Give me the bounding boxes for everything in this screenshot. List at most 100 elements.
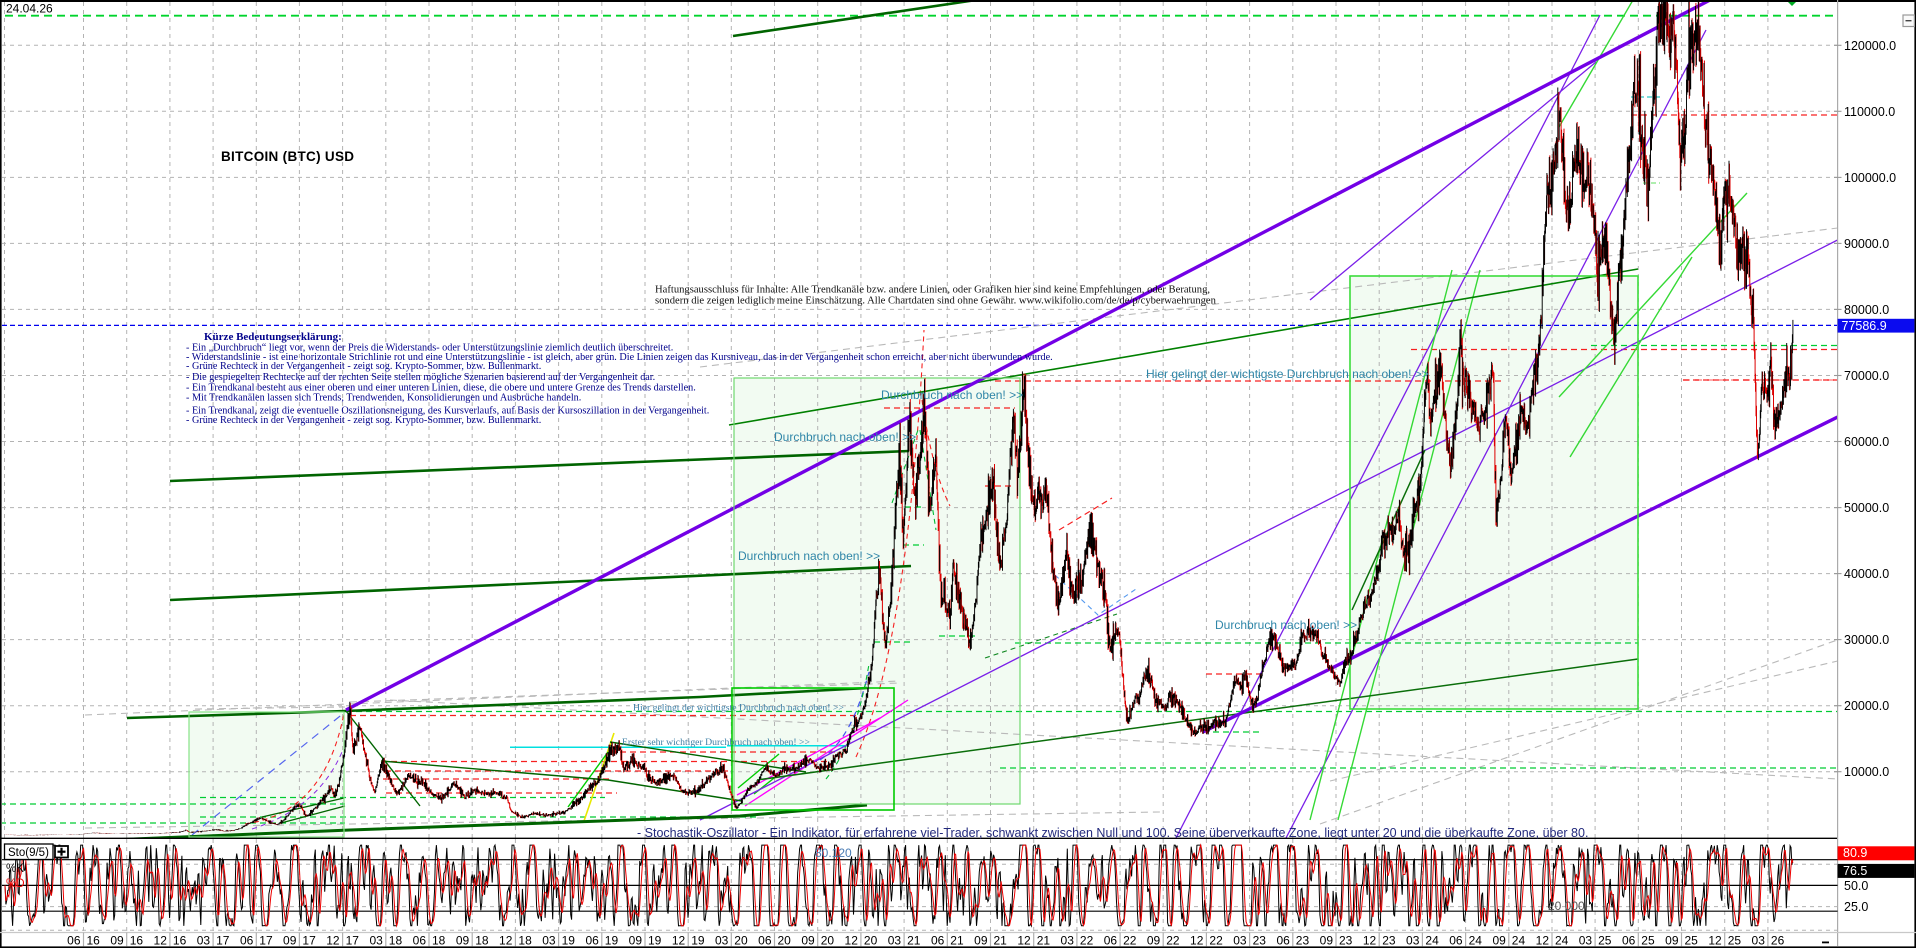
svg-text:120000.0: 120000.0 xyxy=(1844,39,1896,53)
svg-text:80.9: 80.9 xyxy=(1843,846,1867,860)
svg-text:12: 12 xyxy=(326,934,340,948)
svg-text:06: 06 xyxy=(1622,934,1636,948)
svg-text:19: 19 xyxy=(648,934,662,948)
svg-text:BITCOIN (BTC) USD: BITCOIN (BTC) USD xyxy=(221,149,354,164)
svg-text:17: 17 xyxy=(216,934,230,948)
svg-text:- Stochastik-Oszillator - Ein: - Stochastik-Oszillator - Ein Indikator,… xyxy=(637,826,1588,840)
svg-text:17: 17 xyxy=(259,934,273,948)
svg-text:50000.0: 50000.0 xyxy=(1844,501,1889,515)
svg-text:12: 12 xyxy=(499,934,513,948)
svg-text:09: 09 xyxy=(629,934,643,948)
svg-text:24: 24 xyxy=(1512,934,1526,948)
svg-text:24: 24 xyxy=(1469,934,1483,948)
svg-text:20000.0: 20000.0 xyxy=(1844,699,1889,713)
svg-text:06: 06 xyxy=(585,934,599,948)
svg-text:12: 12 xyxy=(1190,934,1204,948)
svg-text:Sto(9/5): Sto(9/5) xyxy=(8,847,49,859)
svg-text:- Grüne Rechteck in der Vergan: - Grüne Rechteck in der Vergangenheit - … xyxy=(186,415,541,426)
svg-text:%K: %K xyxy=(6,863,24,875)
svg-text:90000.0: 90000.0 xyxy=(1844,237,1889,251)
svg-text:09: 09 xyxy=(1320,934,1334,948)
svg-text:09: 09 xyxy=(1492,934,1506,948)
svg-text:18: 18 xyxy=(475,934,489,948)
svg-text:23: 23 xyxy=(1253,934,1267,948)
svg-text:09: 09 xyxy=(1665,934,1679,948)
svg-text:22: 22 xyxy=(1080,934,1094,948)
svg-text:20: 20 xyxy=(864,934,878,948)
svg-text:03: 03 xyxy=(1579,934,1593,948)
svg-text:50.0: 50.0 xyxy=(1844,879,1868,893)
svg-text:25.0: 25.0 xyxy=(1844,900,1868,914)
svg-text:16: 16 xyxy=(173,934,187,948)
svg-text:70000.0: 70000.0 xyxy=(1844,369,1889,383)
svg-text:60000.0: 60000.0 xyxy=(1844,435,1889,449)
svg-text:10000.0: 10000.0 xyxy=(1844,765,1889,779)
svg-text:- Ein Trendkanal, zeigt die ev: - Ein Trendkanal, zeigt die eventuelle O… xyxy=(186,406,709,417)
svg-text:20: 20 xyxy=(821,934,835,948)
svg-text:23: 23 xyxy=(1382,934,1396,948)
svg-text:22: 22 xyxy=(1123,934,1137,948)
svg-text:12: 12 xyxy=(672,934,686,948)
svg-text:25: 25 xyxy=(1685,934,1699,948)
svg-text:03: 03 xyxy=(197,934,211,948)
svg-text:77586.9: 77586.9 xyxy=(1842,319,1887,333)
svg-text:100000.0: 100000.0 xyxy=(1844,171,1896,185)
svg-text:25: 25 xyxy=(1728,934,1742,948)
svg-text:Durchbruch nach oben! >>: Durchbruch nach oben! >> xyxy=(881,388,1023,402)
svg-text:09: 09 xyxy=(456,934,470,948)
svg-text:Durchbruch nach oben! >>: Durchbruch nach oben! >> xyxy=(738,549,880,563)
svg-text:17: 17 xyxy=(346,934,360,948)
svg-text:06: 06 xyxy=(240,934,254,948)
svg-text:09: 09 xyxy=(1147,934,1161,948)
svg-text:25: 25 xyxy=(1641,934,1655,948)
svg-text:24: 24 xyxy=(1425,934,1439,948)
svg-text:24: 24 xyxy=(1555,934,1569,948)
svg-text:Durchbruch nach oben! >>: Durchbruch nach oben! >> xyxy=(774,430,916,444)
svg-text:12: 12 xyxy=(1017,934,1031,948)
svg-text:22: 22 xyxy=(1166,934,1180,948)
svg-text:17: 17 xyxy=(302,934,316,948)
svg-text:23: 23 xyxy=(1339,934,1353,948)
svg-text:30000.0: 30000.0 xyxy=(1844,633,1889,647)
svg-text:16: 16 xyxy=(87,934,101,948)
svg-text:24.04.26: 24.04.26 xyxy=(6,2,53,16)
svg-text:Haftungsausschluss für Inhalte: Haftungsausschluss für Inhalte: Alle Tre… xyxy=(655,285,1210,296)
svg-text:09: 09 xyxy=(974,934,988,948)
svg-text:21: 21 xyxy=(1037,934,1051,948)
svg-text:20: 20 xyxy=(734,934,748,948)
svg-text:sondern die zeigen lediglich m: sondern die zeigen lediglich meine Einsc… xyxy=(655,296,1217,307)
svg-text:80.120: 80.120 xyxy=(815,846,852,860)
svg-text:Kürze Bedeutungserklärung:: Kürze Bedeutungserklärung: xyxy=(204,331,342,343)
svg-text:06: 06 xyxy=(413,934,427,948)
svg-text:Erster sehr wichtiger Durchbru: Erster sehr wichtiger Durchbruch nach ob… xyxy=(622,737,810,748)
svg-text:- Mit Trendkanälen lassen sich: - Mit Trendkanälen lassen sich Trends, T… xyxy=(186,393,581,404)
svg-text:03: 03 xyxy=(1752,934,1766,948)
svg-text:06: 06 xyxy=(758,934,772,948)
svg-text:26: 26 xyxy=(1771,934,1785,948)
svg-text:06: 06 xyxy=(67,934,81,948)
svg-text:09: 09 xyxy=(110,934,124,948)
svg-text:12: 12 xyxy=(1363,934,1377,948)
svg-text:19: 19 xyxy=(691,934,705,948)
svg-text:06: 06 xyxy=(1104,934,1118,948)
svg-text:03: 03 xyxy=(542,934,556,948)
svg-text:20 000: 20 000 xyxy=(1548,899,1585,913)
svg-text:- Ein „Durchbruch“ liegt vor,: - Ein „Durchbruch“ liegt vor, wenn der P… xyxy=(186,342,673,353)
svg-text:22: 22 xyxy=(1209,934,1223,948)
svg-text:06: 06 xyxy=(1449,934,1463,948)
svg-text:18: 18 xyxy=(432,934,446,948)
svg-text:18: 18 xyxy=(389,934,403,948)
svg-text:- Widerstandslinie - ist eine: - Widerstandslinie - ist eine horizontal… xyxy=(186,352,1053,363)
svg-text:06: 06 xyxy=(931,934,945,948)
svg-text:Hier gelingt der wichtigste Du: Hier gelingt der wichtigste Durchbruch n… xyxy=(1146,367,1429,381)
svg-text:09: 09 xyxy=(283,934,297,948)
svg-text:- Die gespiegelten Rechtecke a: - Die gespiegelten Rechtecke auf der rec… xyxy=(186,372,655,383)
svg-text:Durchbruch nach oben! >>: Durchbruch nach oben! >> xyxy=(1215,618,1357,632)
svg-text:%D: %D xyxy=(6,878,25,890)
svg-text:76.5: 76.5 xyxy=(1843,864,1867,878)
svg-text:25: 25 xyxy=(1598,934,1612,948)
svg-text:20: 20 xyxy=(778,934,792,948)
svg-text:12: 12 xyxy=(1708,934,1722,948)
svg-text:03: 03 xyxy=(1233,934,1247,948)
svg-text:03: 03 xyxy=(1406,934,1420,948)
